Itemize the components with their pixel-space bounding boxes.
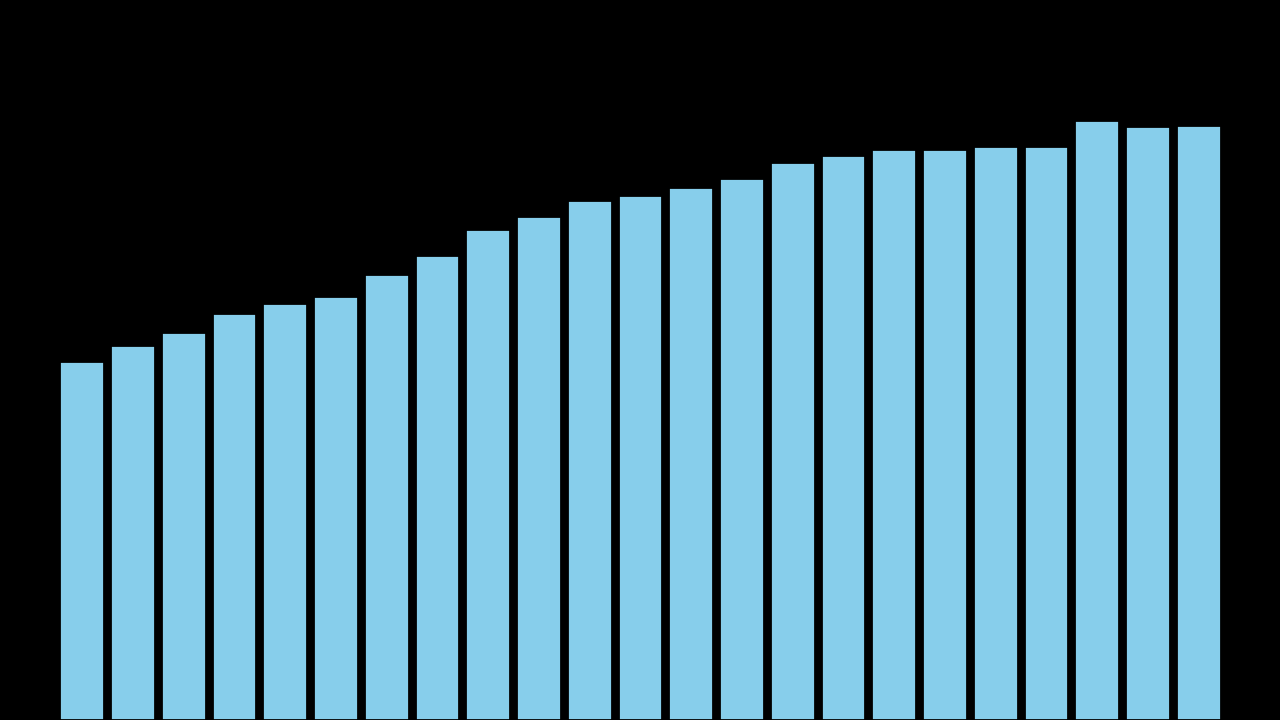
Bar	[1176, 125, 1221, 720]
Bar	[161, 332, 206, 720]
Bar	[211, 312, 256, 720]
Bar	[314, 297, 358, 720]
Bar	[415, 255, 460, 720]
Bar	[618, 195, 662, 720]
Bar	[820, 156, 865, 720]
Bar	[516, 216, 561, 720]
Bar	[1074, 120, 1119, 720]
Bar	[466, 229, 509, 720]
Bar	[110, 345, 155, 720]
Bar	[262, 303, 307, 720]
Bar	[1125, 127, 1170, 720]
Bar	[872, 149, 916, 720]
Bar	[771, 162, 814, 720]
Bar	[567, 200, 612, 720]
Bar	[668, 187, 713, 720]
Bar	[719, 178, 764, 720]
Bar	[973, 145, 1018, 720]
Bar	[1024, 145, 1069, 720]
Bar	[922, 149, 966, 720]
Bar	[364, 274, 408, 720]
Bar	[59, 361, 104, 720]
